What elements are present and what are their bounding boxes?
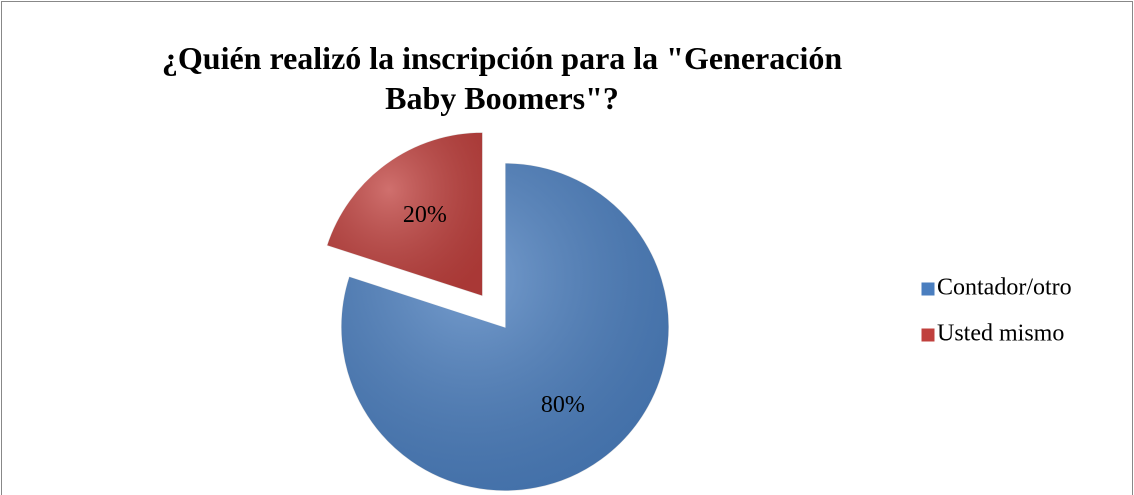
legend-swatch (920, 281, 936, 297)
chart-title: ¿Quién realizó la inscripción para la "G… (161, 40, 843, 116)
legend-swatch (920, 327, 936, 343)
data-label: 80% (541, 392, 585, 418)
legend-label: Usted mismo (937, 321, 1064, 347)
legend-label: Contador/otro (937, 275, 1072, 301)
data-label: 20% (403, 202, 447, 228)
